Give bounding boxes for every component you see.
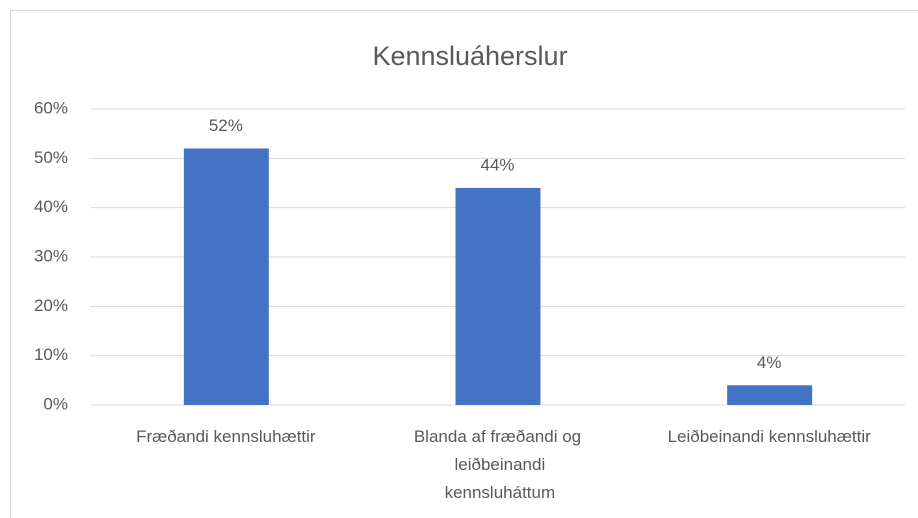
bar	[183, 148, 269, 405]
chart-title: Kennsluáherslur	[372, 41, 567, 71]
y-tick-label: 40%	[34, 197, 68, 216]
data-label: 44%	[480, 155, 514, 174]
bar	[727, 385, 813, 405]
data-label: 4%	[757, 353, 782, 372]
x-tick-label: Leiðbeinandi kennsluhættir	[668, 427, 872, 446]
x-tick-label: Blanda af fræðandi og leiðbeinandi kenns…	[414, 427, 581, 502]
y-tick-label: 0%	[43, 394, 68, 413]
y-tick-label: 50%	[34, 148, 68, 167]
x-tick-label: Fræðandi kennsluhættir	[136, 427, 316, 446]
bar	[455, 187, 541, 405]
data-label: 52%	[209, 116, 243, 135]
y-tick-label: 20%	[34, 296, 68, 315]
y-tick-label: 30%	[34, 246, 68, 265]
y-tick-label: 60%	[34, 98, 68, 117]
y-tick-label: 10%	[34, 345, 68, 364]
